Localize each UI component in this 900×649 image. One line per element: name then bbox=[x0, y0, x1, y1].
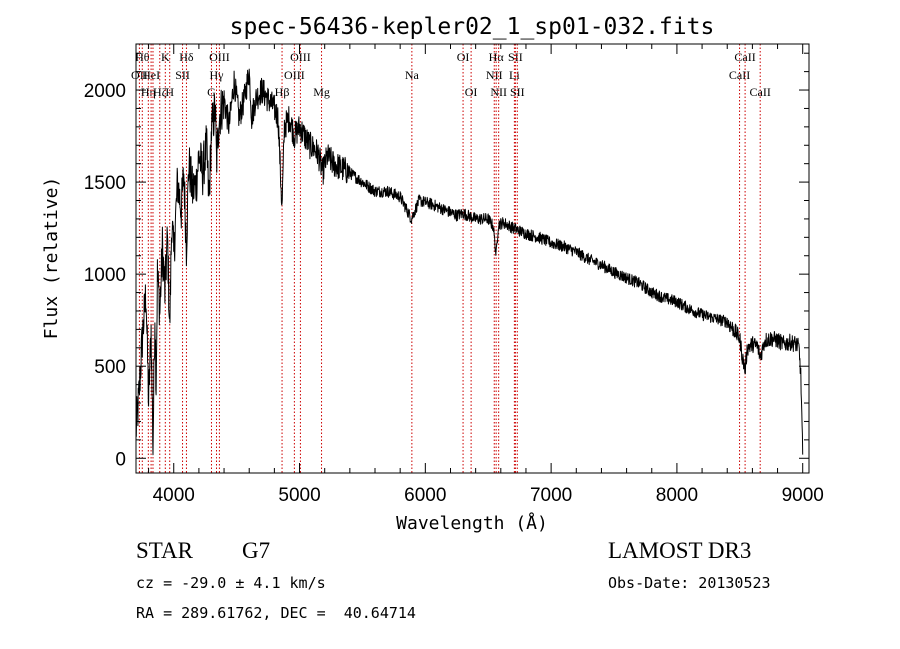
line-marker-label: CaII bbox=[734, 50, 755, 64]
line-marker-label: Hζ bbox=[153, 85, 167, 99]
object-class: STAR bbox=[136, 538, 193, 563]
line-marker-label: Hα bbox=[489, 50, 505, 64]
line-marker-label: Hβ bbox=[275, 85, 290, 99]
line-marker-label: OIII bbox=[284, 68, 305, 82]
y-axis-label: Flux (relative) bbox=[41, 177, 62, 340]
survey-name: LAMOST DR3 bbox=[608, 538, 752, 563]
line-marker-label: Hθ bbox=[135, 50, 150, 64]
line-marker-label: CaII bbox=[750, 85, 771, 99]
line-marker-label: G bbox=[207, 85, 216, 99]
line-marker-label: NII bbox=[490, 85, 507, 99]
plot-frame bbox=[135, 43, 810, 474]
line-marker-label: OIII bbox=[209, 50, 230, 64]
line-marker-label: SII bbox=[175, 68, 190, 82]
y-tick-label: 1000 bbox=[84, 265, 126, 286]
x-tick-label: 8000 bbox=[656, 485, 698, 506]
y-tick-label: 2000 bbox=[84, 81, 126, 102]
x-tick-label: 7000 bbox=[530, 485, 572, 506]
y-tick-label: 1500 bbox=[84, 173, 126, 194]
line-marker-label: Hδ bbox=[179, 50, 194, 64]
line-marker-label: HeI bbox=[142, 68, 160, 82]
line-marker-label: Li bbox=[509, 68, 520, 82]
redshift-velocity: cz = -29.0 ± 4.1 km/s bbox=[136, 574, 326, 592]
line-marker-label: OI bbox=[465, 85, 478, 99]
line-marker-label: OIII bbox=[290, 50, 311, 64]
series-line-spectrum bbox=[135, 68, 804, 456]
line-marker-label: OI bbox=[457, 50, 470, 64]
observation-date: Obs-Date: 20130523 bbox=[608, 574, 771, 592]
line-marker-label: SII bbox=[510, 85, 525, 99]
y-tick-label: 0 bbox=[115, 449, 126, 470]
x-tick-label: 5000 bbox=[278, 485, 320, 506]
line-marker-label: CaII bbox=[729, 68, 750, 82]
line-marker-label: NII bbox=[486, 68, 503, 82]
spectral-line-markers: OIIHθHηHeIHζKHSIIHδGHγOIIIHβOIIIOIIIMgNa… bbox=[131, 44, 771, 473]
coordinates: RA = 289.61762, DEC = 40.64714 bbox=[136, 604, 416, 622]
spectral-subclass: G7 bbox=[242, 538, 271, 563]
line-marker-label: H bbox=[165, 85, 174, 99]
chart-title: spec-56436-kepler02_1_sp01-032.fits bbox=[230, 14, 715, 40]
line-marker-label: Hγ bbox=[210, 68, 225, 82]
line-marker-label: K bbox=[161, 50, 170, 64]
x-axis-label: Wavelength (Å) bbox=[396, 512, 548, 534]
spectrum-series bbox=[135, 68, 804, 456]
x-tick-label: 9000 bbox=[782, 485, 824, 506]
line-marker-label: Mg bbox=[313, 85, 330, 99]
axes: 4000 5000 6000 7000 8000 9000 0 500 1000 1500 2000 bbox=[84, 44, 824, 506]
y-tick-label: 500 bbox=[94, 357, 126, 378]
x-tick-label: 4000 bbox=[153, 485, 195, 506]
line-marker-label: Na bbox=[405, 68, 420, 82]
line-marker-label: OII bbox=[131, 68, 148, 82]
line-marker-label: Hη bbox=[141, 85, 156, 99]
x-tick-label: 6000 bbox=[404, 485, 446, 506]
line-marker-label: SII bbox=[508, 50, 523, 64]
